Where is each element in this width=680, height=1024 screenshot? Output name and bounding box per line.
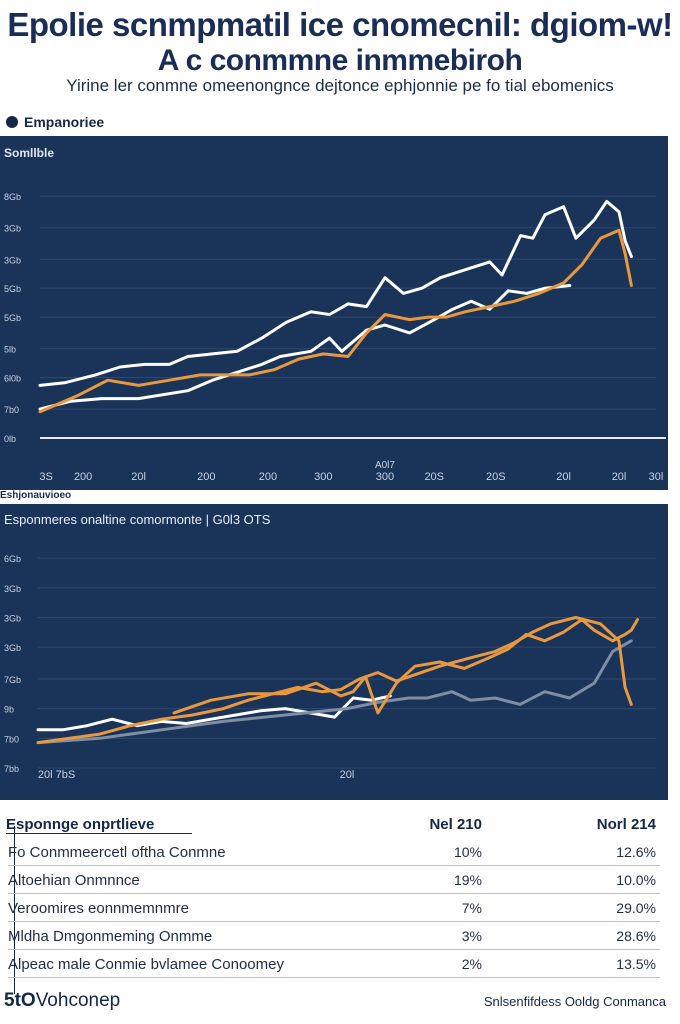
table-row: Fo Conmmeercetl oftha Conmne 10% 12.6% (8, 838, 660, 866)
table-header-col1: Nel 210 (429, 816, 482, 833)
x-tick-label: 200 (74, 471, 92, 483)
chart-bottom-svg: 7bb 7b0 9b 7Gb 3Gb 3Gb 3Gb 6Gb 20l 7bS 20l (4, 554, 656, 781)
table-cell-value: 12.6% (616, 844, 656, 860)
y-tick-label: 0lb (4, 434, 16, 444)
chart-annotation: A0l7 (375, 460, 395, 471)
table-cell-value: 10.0% (616, 872, 656, 888)
bullet-dot-icon (6, 116, 18, 128)
table-cell-label: Mldha Dmgonmeming Onmme (8, 928, 213, 945)
y-tick-label: 5Gb (4, 284, 21, 294)
series-line-orange (38, 228, 633, 414)
table-cell-value: 7% (461, 900, 482, 916)
x-tick-label: 200 (259, 471, 277, 483)
x-tick-label: 20S (424, 471, 444, 483)
title-line-1: Epolie scnmpmatil ice cnomecnil: dgiom-w… (7, 6, 673, 43)
footer-brand-rest: Vohconep (35, 990, 121, 1011)
comparison-table: Esponnge onprtlieve Nel 210 Norl 214 Fo … (0, 812, 680, 994)
footer-source: Snlsenfifdess Ooldg Conmanca (483, 994, 666, 1009)
page-subtitle: Yirine ler conmne omeenongnce dejtonce e… (66, 76, 614, 95)
x-tick-label: 200 (197, 471, 215, 483)
x-tick-label: 20S (486, 471, 506, 483)
x-tick-label: 30l (649, 471, 664, 483)
table-cell-label: Altoehian Onmnnce (8, 872, 140, 889)
x-tick-label: 20l (556, 471, 571, 483)
y-tick-label: 3Gb (4, 224, 21, 234)
table-row: Alpeac male Conmie bvlamee Conoomey 2% 1… (8, 950, 660, 978)
series-line-orange-a (36, 616, 633, 745)
y-tick-label: 3Gb (4, 255, 21, 265)
table-cell-value: 29.0% (616, 900, 656, 916)
y-tick-label: 7b0 (4, 734, 19, 744)
table-cell-value: 28.6% (616, 928, 656, 944)
table-cell-value: 10% (453, 844, 482, 860)
y-tick-label: 7bb (4, 764, 19, 774)
title-line-2: A c conmmne inmmebiroh (157, 44, 523, 77)
y-tick-label: 6l0b (4, 374, 21, 384)
chart-bottom-title: Esponmeres onaltine comormonte | G0l3 OT… (4, 512, 271, 527)
x-tick-label: 20l (131, 471, 146, 483)
footer-brand-bold: 5tO (4, 990, 36, 1011)
y-tick-label: 7b0 (4, 405, 19, 415)
table-header-col2: Norl 214 (596, 816, 656, 833)
section-label: Empanoriee (6, 114, 104, 130)
y-tick-label: 3Gb (4, 584, 21, 594)
page-title: Epolie scnmpmatil ice cnomecnil: dgiom-w… (0, 6, 680, 78)
table-row: Altoehian Onmnnce 19% 10.0% (8, 866, 660, 894)
table-cell-value: 19% (453, 872, 482, 888)
divider-label: Eshjonauvioeo (0, 490, 72, 501)
table-header-label: Esponnge onprtlieve (6, 816, 193, 834)
table-left-rule (14, 826, 15, 994)
x-tick-label: 3S (39, 471, 52, 483)
table-row: Mldha Dmgonmeming Onmme 3% 28.6% (8, 922, 660, 950)
y-tick-label: 5Gb (4, 313, 21, 323)
section-label-text: Empanoriee (24, 114, 105, 130)
footer-brand: 5tOVohconep (4, 990, 120, 1012)
x-tick-label: 20l (340, 769, 355, 781)
series-line-orange-b (172, 618, 639, 715)
chart-top-label: Somllble (4, 146, 55, 160)
series-line-white-lower (38, 284, 572, 411)
series-line-gray (36, 639, 633, 745)
y-tick-label: 9b (4, 705, 14, 715)
table-header: Esponnge onprtlieve Nel 210 Norl 214 (0, 812, 680, 838)
table-row: Veroomires eonnmemnmre 7% 29.0% (8, 894, 660, 922)
y-tick-label: 8Gb (4, 192, 21, 202)
x-tick-label: 20l (612, 471, 627, 483)
y-tick-label: 3Gb (4, 643, 21, 653)
x-tick-label: 300 (314, 471, 332, 483)
table-cell-value: 2% (461, 956, 482, 972)
chart-top-svg: 0lb 7b0 6l0b 5lb 5Gb 5Gb 3Gb 3Gb 8Gb 3S 200 20l 200 2… (4, 192, 666, 483)
x-tick-label: 20l 7bS (38, 769, 75, 781)
y-tick-label: 6Gb (4, 554, 21, 564)
table-cell-label: Veroomires eonnmemnmre (8, 900, 189, 917)
table-cell-value: 13.5% (616, 956, 656, 972)
table-cell-value: 3% (461, 928, 482, 944)
y-tick-label: 7Gb (4, 675, 21, 685)
chart-panel-top: 0lb 7b0 6l0b 5lb 5Gb 5Gb 3Gb 3Gb 8Gb 3S 200 20l 200 2… (0, 136, 668, 490)
series-line-white-upper (38, 199, 633, 387)
x-tick-label: 300 (376, 471, 394, 483)
y-tick-label: 5lb (4, 345, 16, 355)
table-cell-label: Alpeac male Conmie bvlamee Conoomey (8, 956, 284, 973)
chart-panel-bottom: 7bb 7b0 9b 7Gb 3Gb 3Gb 3Gb 6Gb 20l 7bS 20l Esponm… (0, 504, 668, 800)
table-cell-label: Fo Conmmeercetl oftha Conmne (8, 844, 226, 861)
y-tick-label: 3Gb (4, 613, 21, 623)
